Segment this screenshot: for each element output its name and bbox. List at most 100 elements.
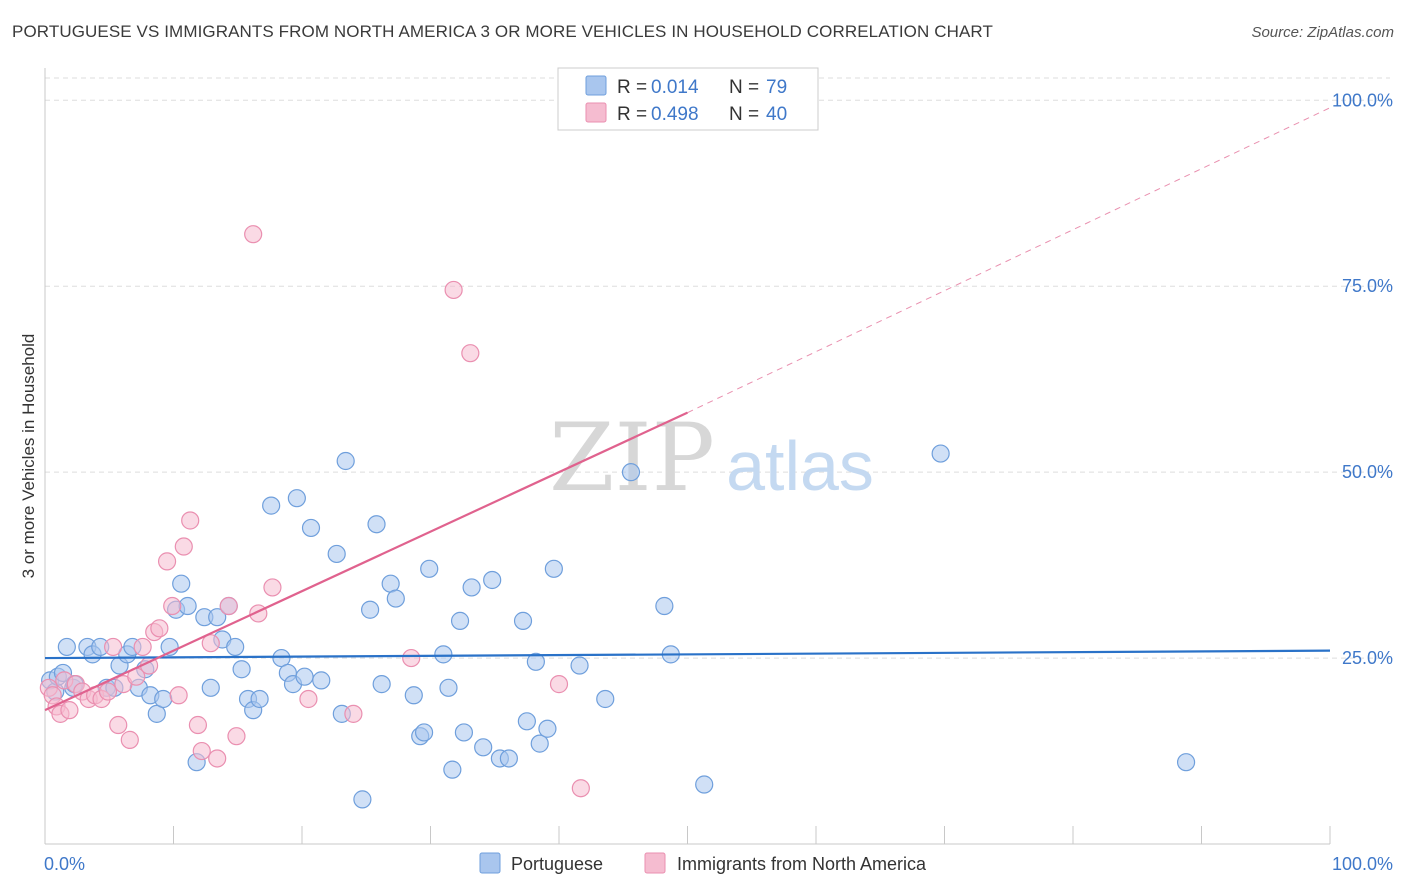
legend-n-value: 79 [766, 77, 787, 98]
legend-n-label: N = [729, 104, 759, 125]
legend-bottom: Portuguese Immigrants from North America [479, 852, 927, 874]
watermark: ZIP atlas [549, 404, 874, 513]
legend-bottom-swatch-blue [479, 852, 501, 874]
immigrants-point [263, 578, 282, 597]
legend-r-value: 0.498 [651, 104, 699, 125]
legend-row-immigrants: R = 0.498 N = 40 [585, 102, 787, 125]
immigrants-point [104, 637, 123, 657]
legend-n-value: 40 [766, 104, 787, 125]
immigrants-point [461, 344, 480, 363]
legend-r-label: R = [617, 104, 647, 125]
legend-swatch-pink [585, 102, 607, 123]
portuguese-point [596, 689, 615, 709]
portuguese-point [301, 518, 321, 538]
portuguese-point [434, 645, 453, 664]
portuguese-point [483, 570, 502, 590]
portuguese-point [250, 689, 269, 709]
legend-bottom-label-portuguese: Portuguese [511, 854, 603, 874]
trend-lines [44, 107, 1331, 712]
legend-n-label: N = [729, 77, 759, 98]
portuguese-point [538, 719, 557, 738]
portuguese-point [295, 667, 314, 686]
y-tick-labels: 25.0% 50.0% 75.0% 100.0% [1332, 90, 1393, 668]
source-label: Source: ZipAtlas.com [1251, 24, 1394, 41]
portuguese-point [414, 723, 434, 742]
portuguese-point [420, 559, 439, 578]
x-tick-label-max: 100.0% [1332, 854, 1393, 874]
portuguese-point [386, 589, 405, 608]
portuguese-point [353, 790, 372, 809]
portuguese-point [474, 738, 493, 757]
immigrants-point [244, 225, 263, 244]
portuguese-point [372, 675, 391, 694]
legend-swatch-blue [585, 75, 607, 96]
legend-top: R = 0.014 N = 79 R = 0.498 N = 40 [557, 67, 819, 131]
y-tick-label: 75.0% [1342, 276, 1393, 296]
portuguese-point [404, 686, 423, 705]
immigrants-point [344, 704, 363, 723]
portuguese-point [287, 489, 306, 508]
watermark-zip: ZIP [549, 404, 715, 513]
immigrants-trend-extension [687, 107, 1331, 414]
immigrants-point [157, 552, 177, 571]
portuguese-trend-line [44, 649, 1331, 660]
immigrants-point [133, 637, 152, 657]
portuguese-point [1176, 753, 1196, 772]
immigrants-point [181, 511, 200, 530]
immigrants-point [163, 596, 182, 616]
immigrants-point [571, 779, 590, 798]
immigrants-point [120, 730, 139, 749]
immigrants-point [549, 675, 569, 694]
portuguese-point [226, 637, 245, 657]
legend-row-portuguese: R = 0.014 N = 79 [585, 75, 787, 98]
portuguese-point [621, 463, 641, 482]
portuguese-point [201, 678, 220, 697]
watermark-atlas: atlas [726, 427, 874, 505]
immigrants-points [39, 225, 590, 798]
portuguese-point [570, 656, 589, 675]
immigrants-point [219, 596, 238, 616]
y-tick-label: 100.0% [1332, 90, 1393, 110]
immigrants-trend-line [44, 411, 688, 712]
immigrants-point [60, 701, 79, 720]
immigrants-point [201, 634, 220, 653]
immigrants-point [402, 648, 421, 668]
portuguese-point [530, 734, 549, 753]
portuguese-point [367, 515, 386, 534]
portuguese-point [462, 578, 481, 597]
y-tick-label: 25.0% [1342, 648, 1393, 668]
portuguese-point [544, 559, 563, 578]
portuguese-point [336, 451, 355, 471]
portuguese-point [450, 611, 470, 630]
immigrants-point [444, 280, 463, 300]
immigrants-point [227, 727, 246, 746]
chart-title: PORTUGUESE VS IMMIGRANTS FROM NORTH AMER… [12, 22, 993, 41]
gridlines [45, 77, 1390, 659]
portuguese-point [172, 574, 191, 593]
portuguese-point [178, 596, 197, 616]
portuguese-point [931, 444, 950, 463]
portuguese-point [208, 608, 227, 627]
legend-r-value: 0.014 [651, 77, 699, 98]
y-axis-label: 3 or more Vehicles in Household [19, 334, 38, 579]
immigrants-point [169, 686, 188, 705]
portuguese-point [232, 660, 251, 679]
portuguese-point [655, 596, 674, 616]
portuguese-point [695, 775, 714, 794]
immigrants-point [98, 682, 118, 701]
immigrants-point [299, 689, 318, 709]
immigrants-point [208, 749, 227, 768]
portuguese-point [443, 760, 462, 779]
portuguese-point [327, 544, 346, 564]
portuguese-point [517, 712, 536, 731]
portuguese-point [454, 723, 474, 742]
immigrants-point [188, 715, 208, 735]
portuguese-point [513, 611, 533, 630]
x-tick-labels: 0.0% 100.0% [44, 854, 1393, 874]
portuguese-point [361, 600, 380, 619]
portuguese-point [526, 652, 545, 671]
immigrants-point [174, 537, 193, 556]
y-tick-label: 50.0% [1342, 462, 1393, 482]
axes [44, 68, 1331, 845]
